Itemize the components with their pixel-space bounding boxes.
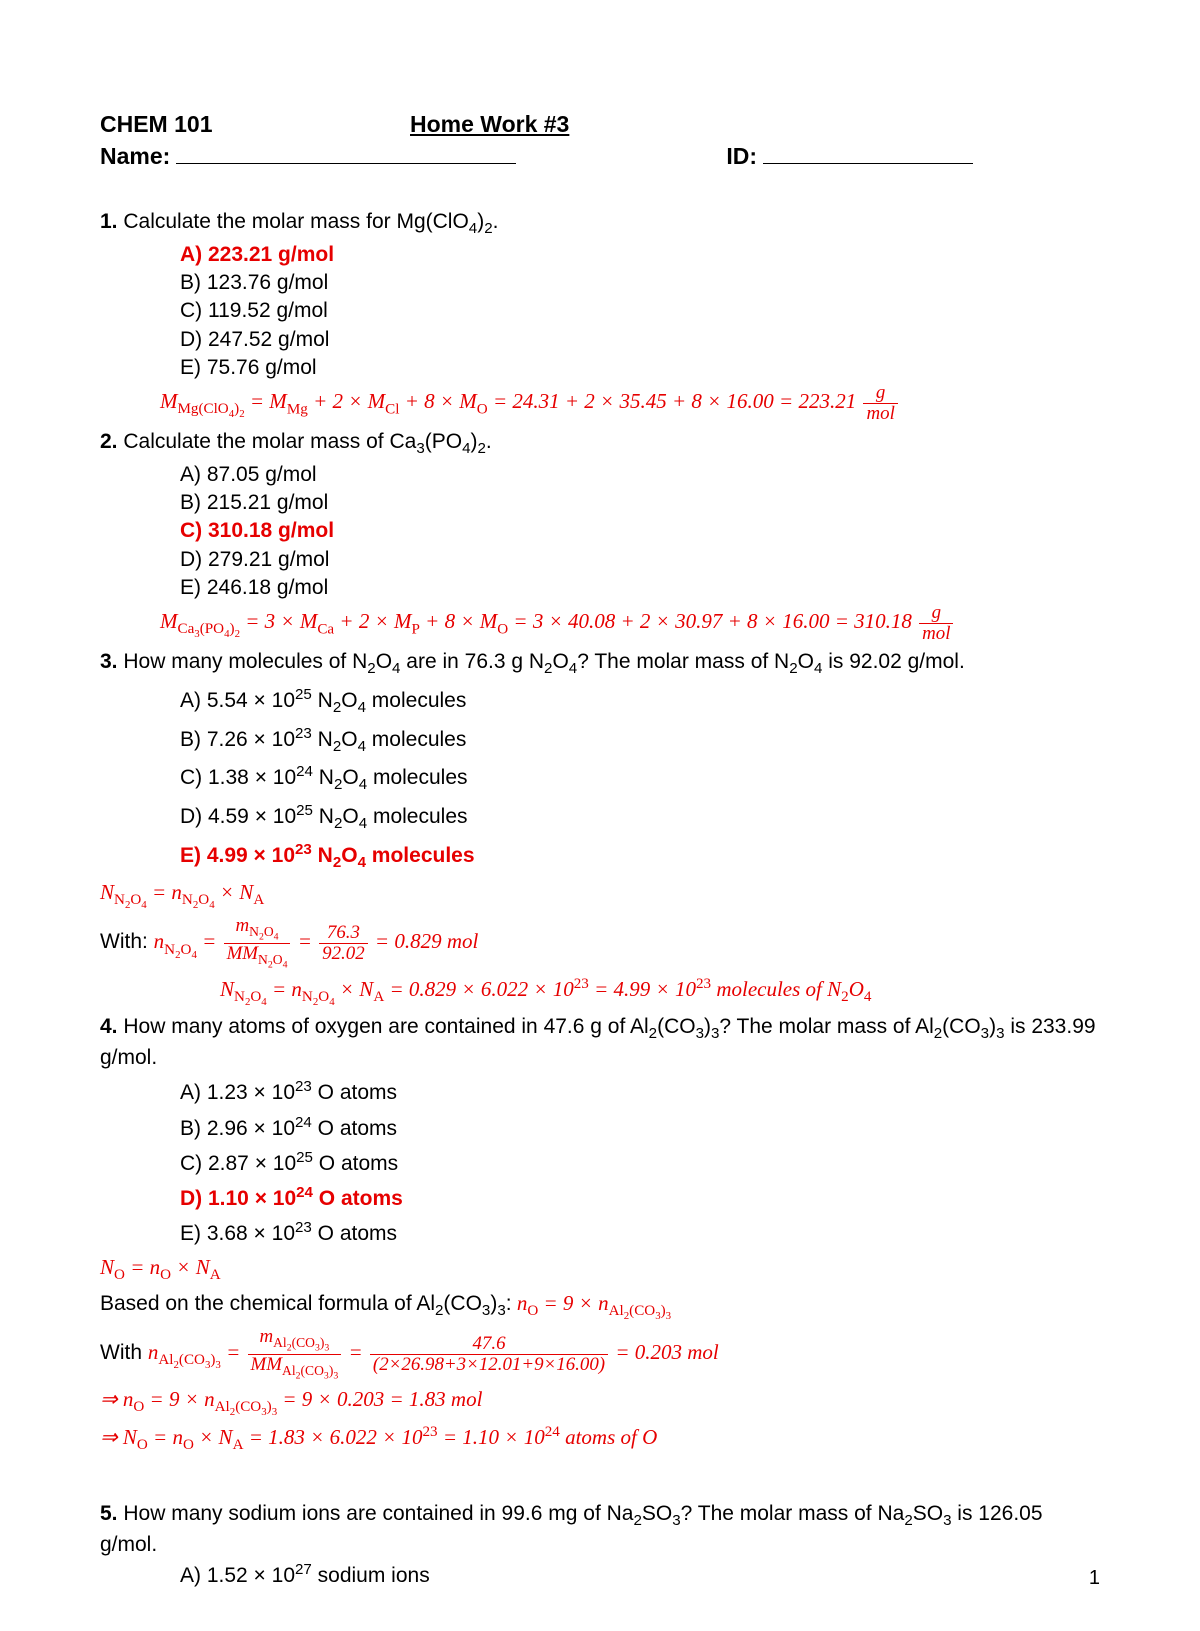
option-q1-D: D) 247.52 g/mol <box>180 326 1100 353</box>
question-1: 1. Calculate the molar mass for Mg(ClO4)… <box>100 208 1100 239</box>
work-q4-line4: ⇒ nO = 9 × nAl2(CO3)3 = 9 × 0.203 = 1.83… <box>100 1386 1100 1419</box>
option-q1-E: E) 75.76 g/mol <box>180 354 1100 381</box>
solution-q2: MCa3(PO4)2 = 3 × MCa + 2 × MP + 8 × MO =… <box>100 603 1100 644</box>
page-number: 1 <box>1089 1565 1100 1591</box>
name-blank[interactable] <box>176 143 516 164</box>
option-q2-E: E) 246.18 g/mol <box>180 574 1100 601</box>
name-id-row: Name: ID: <box>100 142 1100 172</box>
work-q4-line2: Based on the chemical formula of Al2(CO3… <box>100 1290 1100 1323</box>
option-q2-A: A) 87.05 g/mol <box>180 461 1100 488</box>
options-q4: A) 1.23 × 1023 O atoms B) 2.96 × 1024 O a… <box>100 1077 1100 1247</box>
option-q2-D: D) 279.21 g/mol <box>180 546 1100 573</box>
work-q4-line5: ⇒ NO = nO × NA = 1.83 × 6.022 × 1023 = 1… <box>100 1423 1100 1456</box>
option-q2-B: B) 215.21 g/mol <box>180 489 1100 516</box>
option-q4-D: D) 1.10 × 1024 O atoms <box>180 1183 1100 1212</box>
work-q3-line1: NN2O4 = nN2O4 × NA <box>100 879 1100 912</box>
work-q4-line1: NO = nO × NA <box>100 1254 1100 1286</box>
option-q4-B: B) 2.96 × 1024 O atoms <box>180 1113 1100 1142</box>
questions-container: 1. Calculate the molar mass for Mg(ClO4)… <box>100 208 1100 1589</box>
id-blank[interactable] <box>763 143 973 164</box>
solution-q1: MMg(ClO4)2 = MMg + 2 × MCl + 8 × MO = 24… <box>100 383 1100 424</box>
course-code: CHEM 101 <box>100 110 410 140</box>
option-q5-A: A) 1.52 × 1027 sodium ions <box>180 1560 1100 1589</box>
option-q1-C: C) 119.52 g/mol <box>180 297 1100 324</box>
options-q3: A) 5.54 × 1025 N2O4 molecules B) 7.26 × 1… <box>100 685 1100 873</box>
question-5: 5. How many sodium ions are contained in… <box>100 1500 1100 1558</box>
work-q3-line3: NN2O4 = nN2O4 × NA = 0.829 × 6.022 × 102… <box>100 975 1100 1009</box>
option-q3-B: B) 7.26 × 1023 N2O4 molecules <box>180 724 1100 757</box>
question-4: 4. How many atoms of oxygen are containe… <box>100 1013 1100 1071</box>
option-q3-D: D) 4.59 × 1025 N2O4 molecules <box>180 801 1100 834</box>
work-q4-line3: With nAl2(CO3)3 = mAl2(CO3)3MMAl2(CO3)3 … <box>100 1327 1100 1382</box>
work-q3-line2: With: nN2O4 = mN2O4MMN2O4 = 76.392.02 = … <box>100 916 1100 971</box>
option-q2-C: C) 310.18 g/mol <box>180 517 1100 544</box>
worksheet-page: CHEM 101 Home Work #3 Name: ID: 1. Calcu… <box>0 0 1200 1631</box>
option-q3-A: A) 5.54 × 1025 N2O4 molecules <box>180 685 1100 718</box>
name-label: Name: <box>100 142 170 172</box>
header-row: CHEM 101 Home Work #3 <box>100 110 1100 140</box>
id-label: ID: <box>726 142 757 172</box>
option-q1-B: B) 123.76 g/mol <box>180 269 1100 296</box>
question-3: 3. How many molecules of N2O4 are in 76.… <box>100 648 1100 679</box>
options-q2: A) 87.05 g/molB) 215.21 g/molC) 310.18 g… <box>100 461 1100 601</box>
option-q4-C: C) 2.87 × 1025 O atoms <box>180 1148 1100 1177</box>
options-q5: A) 1.52 × 1027 sodium ions <box>100 1560 1100 1589</box>
option-q3-C: C) 1.38 × 1024 N2O4 molecules <box>180 762 1100 795</box>
option-q4-A: A) 1.23 × 1023 O atoms <box>180 1077 1100 1106</box>
question-2: 2. Calculate the molar mass of Ca3(PO4)2… <box>100 428 1100 459</box>
option-q3-E: E) 4.99 × 1023 N2O4 molecules <box>180 840 1100 873</box>
assignment-title: Home Work #3 <box>410 110 569 140</box>
option-q1-A: A) 223.21 g/mol <box>180 241 1100 268</box>
options-q1: A) 223.21 g/molB) 123.76 g/molC) 119.52 … <box>100 241 1100 381</box>
option-q4-E: E) 3.68 × 1023 O atoms <box>180 1218 1100 1247</box>
